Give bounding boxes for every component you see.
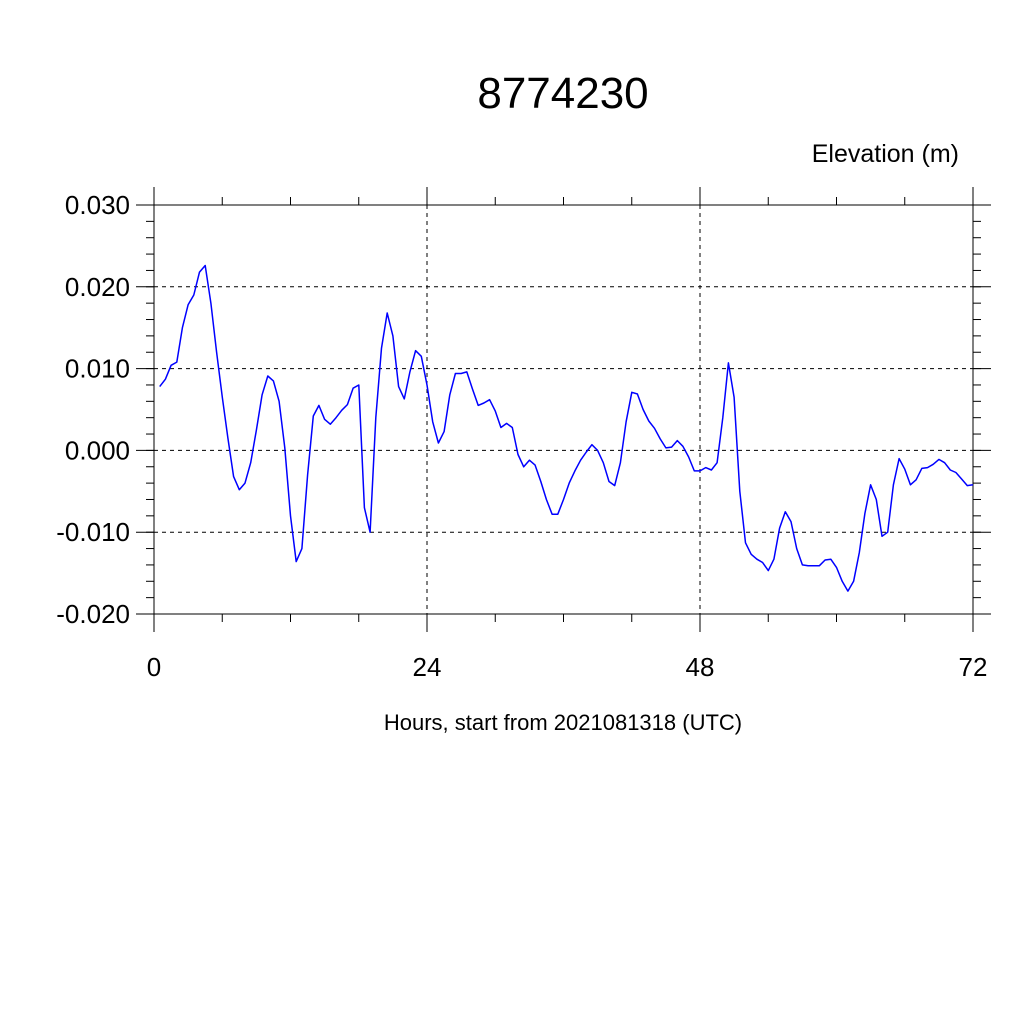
y-tick-label: 0.000 (65, 435, 130, 465)
x-tick-label: 48 (686, 652, 715, 682)
x-axis-label: Hours, start from 2021081318 (UTC) (384, 710, 742, 735)
y-tick-label: -0.010 (56, 517, 130, 547)
label-layer: 0.030 0.020 0.010 0.000 -0.010 -0.020 0 24 48 72 (56, 190, 987, 682)
series-line (159, 264, 974, 592)
x-tick-label: 24 (413, 652, 442, 682)
y-tick-label: 0.030 (65, 190, 130, 220)
chart-title: 8774230 (477, 69, 648, 118)
y-tick-label: 0.020 (65, 272, 130, 302)
chart-subtitle: Elevation (m) (812, 140, 959, 168)
tick-layer (136, 187, 991, 632)
y-tick-label: -0.020 (56, 599, 130, 629)
y-tick-label: 0.010 (65, 354, 130, 384)
x-tick-label: 0 (147, 652, 161, 682)
series-layer (159, 264, 974, 592)
x-tick-label: 72 (959, 652, 988, 682)
